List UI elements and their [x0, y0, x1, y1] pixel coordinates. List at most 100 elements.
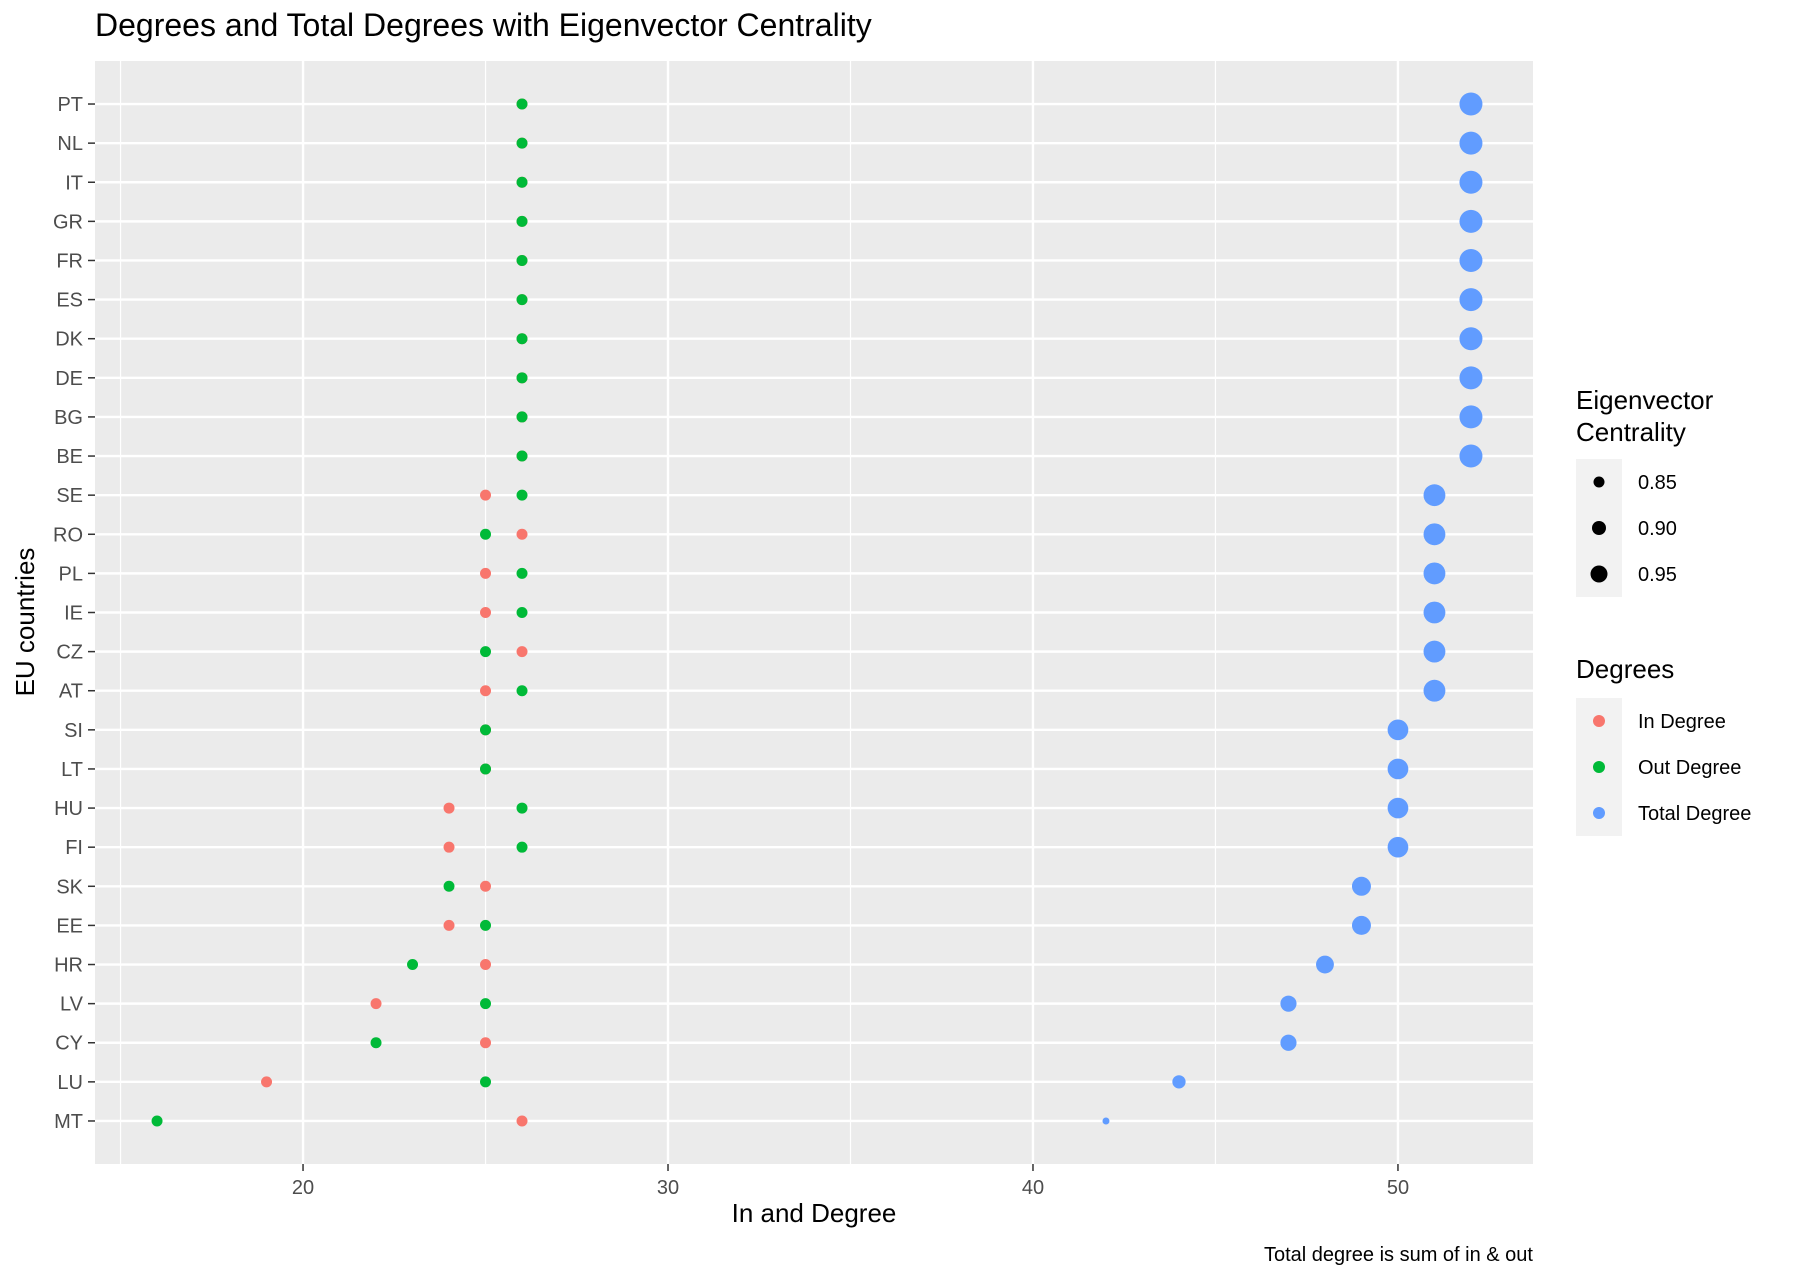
total-degree-point — [1387, 719, 1409, 741]
size-legend-label: 0.90 — [1638, 518, 1677, 540]
y-tick-label: EE — [56, 915, 83, 937]
out-degree-point — [516, 567, 528, 579]
out-degree-point — [516, 98, 528, 110]
in-degree-point — [516, 528, 528, 540]
y-tick-label: FI — [65, 837, 83, 859]
out-degree-point — [370, 1037, 382, 1049]
total-degree-point — [1351, 876, 1371, 896]
size-legend-dot — [1590, 565, 1608, 583]
out-degree-point — [516, 802, 528, 814]
total-degree-point — [1423, 523, 1446, 546]
out-degree-point — [480, 998, 492, 1010]
in-degree-point — [370, 998, 382, 1010]
out-degree-point — [516, 372, 528, 384]
x-axis: 20 30 40 50 — [292, 1164, 1409, 1199]
y-tick-label: FR — [56, 250, 83, 272]
out-degree-point — [516, 489, 528, 501]
total-degree-point — [1351, 915, 1371, 935]
in-degree-point — [443, 919, 455, 931]
total-degree-point — [1387, 797, 1409, 819]
out-degree-point — [480, 724, 492, 736]
out-degree-point — [407, 959, 419, 971]
y-tick-label: AT — [59, 681, 83, 703]
total-degree-point — [1423, 640, 1446, 663]
x-tick-label: 50 — [1387, 1177, 1409, 1199]
color-legend-dot — [1593, 715, 1605, 727]
out-degree-point — [516, 176, 528, 188]
in-degree-point — [480, 880, 492, 892]
y-tick-label: CY — [55, 1033, 83, 1055]
in-degree-point — [480, 1037, 492, 1049]
in-degree-point — [480, 607, 492, 618]
y-tick-label: ES — [56, 290, 83, 312]
y-tick-label: SE — [56, 485, 83, 507]
x-tick-label: 20 — [292, 1177, 314, 1199]
total-degree-point — [1423, 601, 1446, 624]
in-degree-point — [516, 646, 528, 658]
total-degree-point — [1459, 170, 1483, 194]
total-degree-point — [1423, 679, 1446, 702]
y-tick-label: IT — [65, 172, 83, 194]
color-legend-dot — [1593, 761, 1605, 773]
y-axis-title: EU countries — [10, 548, 40, 697]
total-degree-point — [1459, 444, 1483, 468]
total-degree-point — [1459, 131, 1483, 155]
y-axis: PT NL IT GR FR ES DK DE BG BE SE RO PL IE CZ AT SI LT HU FI… — [53, 94, 95, 1133]
size-legend-dot — [1593, 476, 1605, 488]
out-degree-point — [480, 919, 492, 931]
total-degree-point — [1459, 366, 1483, 390]
out-degree-point — [151, 1115, 163, 1127]
y-tick-label: SI — [64, 720, 83, 742]
y-tick-label: BE — [56, 446, 83, 468]
y-tick-label: MT — [54, 1111, 83, 1133]
color-legend-label: Out Degree — [1638, 757, 1741, 779]
out-degree-point — [516, 450, 528, 462]
size-legend-label: 0.85 — [1638, 472, 1677, 494]
in-degree-point — [443, 841, 455, 853]
in-degree-point — [516, 1115, 528, 1127]
y-tick-label: DK — [55, 329, 83, 351]
y-tick-label: LT — [61, 759, 83, 781]
in-degree-point — [443, 802, 455, 814]
out-degree-point — [480, 1076, 492, 1088]
total-degree-point — [1459, 209, 1483, 233]
y-tick-label: DE — [55, 368, 83, 390]
in-degree-point — [480, 489, 492, 501]
in-degree-point — [261, 1076, 273, 1088]
total-degree-point — [1387, 758, 1409, 780]
x-axis-title: In and Degree — [732, 1198, 897, 1228]
y-tick-label: HR — [54, 955, 83, 977]
data-points — [151, 92, 1483, 1127]
total-degree-point — [1423, 562, 1446, 585]
color-legend-label: In Degree — [1638, 711, 1726, 733]
out-degree-point — [516, 137, 528, 149]
total-degree-point — [1423, 484, 1446, 507]
total-degree-point — [1459, 405, 1483, 429]
x-tick-label: 30 — [657, 1177, 679, 1199]
total-degree-point — [1459, 288, 1483, 312]
in-degree-point — [480, 685, 492, 697]
total-degree-point — [1172, 1075, 1186, 1089]
out-degree-point — [480, 646, 492, 658]
y-tick-label: HU — [54, 798, 83, 820]
total-degree-point — [1280, 995, 1297, 1012]
out-degree-point — [443, 880, 455, 892]
size-legend-title: Eigenvector — [1576, 385, 1714, 415]
size-legend-dot — [1592, 521, 1606, 535]
out-degree-point — [480, 763, 492, 775]
out-degree-point — [516, 607, 528, 618]
y-tick-label: IE — [64, 603, 83, 625]
out-degree-point — [516, 215, 528, 227]
y-tick-label: BG — [54, 407, 83, 429]
y-tick-label: SK — [56, 876, 83, 898]
out-degree-point — [516, 841, 528, 853]
y-tick-label: CZ — [56, 642, 83, 664]
y-tick-label: PL — [59, 563, 83, 585]
total-degree-point — [1102, 1117, 1110, 1125]
total-degree-point — [1459, 327, 1483, 351]
out-degree-point — [516, 685, 528, 697]
y-tick-label: NL — [57, 133, 83, 155]
